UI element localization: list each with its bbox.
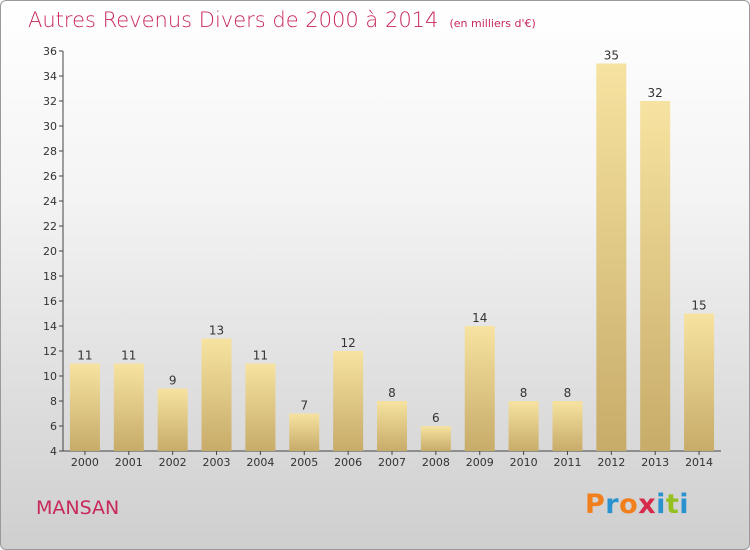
x-tick-label: 2011: [553, 456, 581, 469]
data-label: 11: [121, 349, 136, 363]
logo-letter: t: [665, 489, 680, 520]
bar: [157, 388, 188, 451]
data-label: 6: [432, 411, 440, 425]
y-tick-label: 12: [43, 345, 57, 358]
data-label: 12: [340, 336, 355, 350]
logo-letter: x: [638, 489, 657, 520]
logo-letter: i: [656, 489, 666, 520]
chart-title: Autres Revenus Divers de 2000 à 2014: [28, 8, 439, 32]
x-tick-label: 2001: [115, 456, 143, 469]
x-tick-label: 2013: [641, 456, 669, 469]
commune-name: MANSAN: [36, 497, 120, 519]
data-label: 7: [300, 399, 308, 413]
y-tick-label: 10: [43, 370, 57, 383]
bar: [640, 101, 671, 451]
bar: [464, 326, 495, 451]
x-tick-label: 2005: [290, 456, 318, 469]
data-label: 14: [472, 311, 487, 325]
bar: [245, 363, 276, 451]
data-label: 11: [77, 349, 92, 363]
logo-letter: r: [605, 489, 620, 520]
y-tick-label: 8: [50, 395, 57, 408]
x-tick-label: 2007: [378, 456, 406, 469]
y-tick-label: 20: [43, 245, 57, 258]
bar: [377, 401, 407, 451]
bar: [684, 313, 715, 451]
y-tick-label: 30: [43, 120, 57, 133]
data-label: 9: [169, 374, 177, 388]
y-tick-label: 24: [43, 195, 57, 208]
y-tick-label: 4: [50, 445, 57, 458]
x-tick-label: 2008: [422, 456, 450, 469]
y-tick-label: 14: [43, 320, 57, 333]
bar: [508, 401, 539, 451]
y-tick-label: 6: [50, 420, 57, 433]
x-tick-label: 2006: [334, 456, 362, 469]
y-tick-label: 28: [43, 145, 57, 158]
logo-letter: i: [679, 489, 690, 520]
logo-letter: o: [619, 489, 639, 520]
proxiti-logo: Proxiti: [585, 489, 689, 520]
y-tick-label: 34: [43, 70, 57, 83]
x-tick-label: 2009: [466, 456, 494, 469]
chart-title-block: Autres Revenus Divers de 2000 à 2014 (en…: [28, 8, 536, 32]
data-label: 8: [520, 386, 528, 400]
x-tick-label: 2004: [246, 456, 274, 469]
data-label: 32: [648, 86, 663, 100]
bar: [289, 413, 320, 451]
chart-unit: (en milliers d'€): [449, 17, 536, 30]
x-tick-label: 2003: [203, 456, 231, 469]
y-tick-label: 18: [43, 270, 57, 283]
bar: [596, 63, 627, 451]
bar: [69, 363, 100, 451]
bar: [552, 401, 583, 451]
bar: [201, 338, 232, 451]
data-label: 13: [209, 324, 224, 338]
data-label: 35: [604, 49, 619, 63]
y-tick-label: 36: [43, 45, 57, 58]
x-tick-label: 2010: [510, 456, 538, 469]
logo-letter: P: [585, 489, 606, 520]
y-tick-label: 22: [43, 220, 57, 233]
data-label: 15: [691, 299, 706, 313]
bar: [333, 351, 364, 451]
x-tick-label: 2012: [597, 456, 625, 469]
y-tick-label: 26: [43, 170, 57, 183]
bar: [113, 363, 144, 451]
x-tick-label: 2000: [71, 456, 99, 469]
data-label: 8: [564, 386, 572, 400]
data-label: 11: [253, 349, 268, 363]
data-label: 8: [388, 386, 396, 400]
bar: [420, 426, 451, 451]
x-tick-label: 2014: [685, 456, 713, 469]
x-tick-label: 2002: [159, 456, 187, 469]
y-tick-label: 32: [43, 95, 57, 108]
y-tick-label: 16: [43, 295, 57, 308]
